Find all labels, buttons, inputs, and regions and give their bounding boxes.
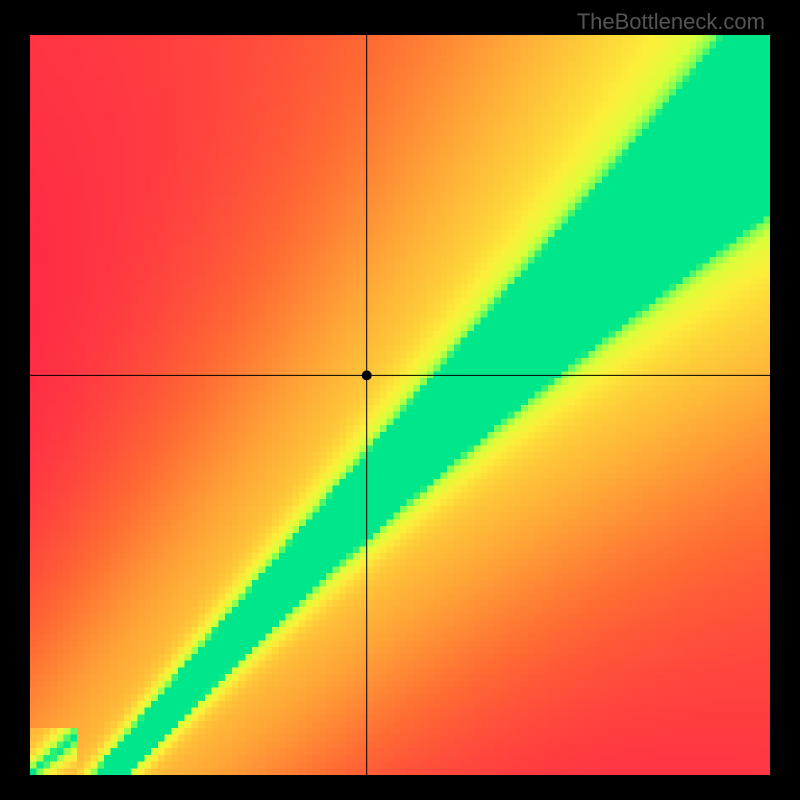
watermark-text: TheBottleneck.com bbox=[577, 9, 765, 35]
bottleneck-heatmap bbox=[30, 35, 770, 775]
chart-container: TheBottleneck.com bbox=[0, 0, 800, 800]
